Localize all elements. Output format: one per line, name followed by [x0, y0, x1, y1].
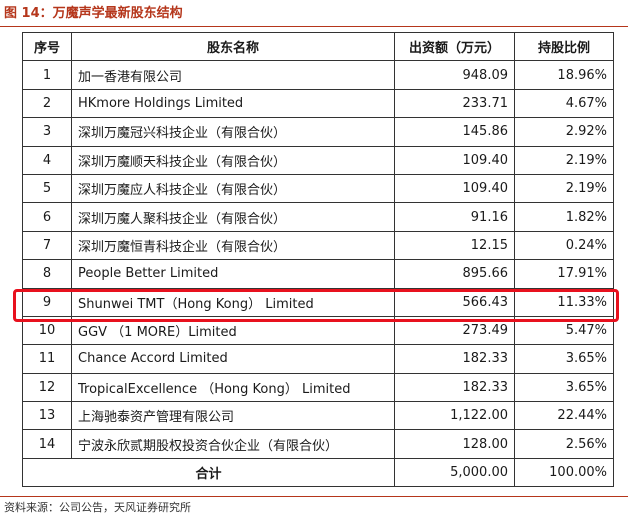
total-row: 合计 5,000.00 100.00%	[22, 457, 614, 488]
table-row: 5 深圳万魔应人科技企业（有限合伙） 109.40 2.19%	[22, 173, 614, 204]
row-pct: 2.19%	[514, 145, 614, 175]
row-no: 14	[22, 429, 72, 459]
table-row: 2 HKmore Holdings Limited 233.71 4.67%	[22, 88, 614, 119]
row-name: 上海驰泰资产管理有限公司	[71, 401, 395, 431]
row-amount: 233.71	[394, 88, 515, 119]
row-name: 加一香港有限公司	[71, 60, 395, 90]
table-row: 8 People Better Limited 895.66 17.91%	[22, 259, 614, 289]
row-amount: 145.86	[394, 117, 515, 147]
table-row: 1 加一香港有限公司 948.09 18.96%	[22, 60, 614, 90]
shareholder-table: 序号 股东名称 出资额（万元） 持股比例 1 加一香港有限公司 948.09 18.9…	[22, 31, 614, 488]
row-name: Chance Accord Limited	[71, 344, 395, 374]
row-pct: 0.24%	[514, 230, 614, 261]
header-pct: 持股比例	[514, 31, 614, 62]
row-no: 7	[22, 230, 72, 261]
total-amount: 5,000.00	[394, 457, 515, 488]
row-no: 6	[22, 202, 72, 232]
table-row: 14 宁波永欣贰期股权投资合伙企业（有限合伙） 128.00 2.56%	[22, 429, 614, 459]
header-amount: 出资额（万元）	[394, 31, 515, 62]
row-amount: 12.15	[394, 230, 515, 261]
table-row: 11 Chance Accord Limited 182.33 3.65%	[22, 344, 614, 374]
figure-title: 图 14：万魔声学最新股东结构	[4, 6, 183, 21]
row-amount: 109.40	[394, 173, 515, 204]
row-pct: 3.65%	[514, 372, 614, 403]
row-name: 宁波永欣贰期股权投资合伙企业（有限合伙）	[71, 429, 395, 459]
total-label: 合计	[22, 457, 395, 488]
row-amount: 182.33	[394, 344, 515, 374]
row-name: 深圳万魔恒青科技企业（有限合伙）	[71, 230, 395, 261]
row-no: 13	[22, 401, 72, 431]
table-row: 12 TropicalExcellence （Hong Kong） Limited…	[22, 372, 614, 403]
row-no: 5	[22, 173, 72, 204]
row-no: 1	[22, 60, 72, 90]
row-no: 9	[22, 287, 72, 317]
row-pct: 2.19%	[514, 173, 614, 204]
row-pct: 3.65%	[514, 344, 614, 374]
row-no: 11	[22, 344, 72, 374]
row-no: 4	[22, 145, 72, 175]
row-amount: 91.16	[394, 202, 515, 232]
row-no: 8	[22, 259, 72, 289]
row-pct: 1.82%	[514, 202, 614, 232]
row-no: 2	[22, 88, 72, 119]
row-pct: 17.91%	[514, 259, 614, 289]
row-amount: 182.33	[394, 372, 515, 403]
row-pct: 2.56%	[514, 429, 614, 459]
highlight-box	[13, 289, 619, 322]
row-no: 12	[22, 372, 72, 403]
row-pct: 2.92%	[514, 117, 614, 147]
row-amount: 895.66	[394, 259, 515, 289]
row-name: TropicalExcellence （Hong Kong） Limited	[71, 372, 395, 403]
row-amount: 948.09	[394, 60, 515, 90]
table-row: 13 上海驰泰资产管理有限公司 1,122.00 22.44%	[22, 401, 614, 431]
source-divider	[0, 496, 628, 497]
row-name: People Better Limited	[71, 259, 395, 289]
row-name: 深圳万魔顺天科技企业（有限合伙）	[71, 145, 395, 175]
table-row: 4 深圳万魔顺天科技企业（有限合伙） 109.40 2.19%	[22, 145, 614, 175]
header-name: 股东名称	[71, 31, 395, 62]
header-no: 序号	[22, 31, 72, 62]
table-row: 6 深圳万魔人聚科技企业（有限合伙） 91.16 1.82%	[22, 202, 614, 232]
table-header-row: 序号 股东名称 出资额（万元） 持股比例	[22, 31, 614, 62]
row-amount: 1,122.00	[394, 401, 515, 431]
table-row: 7 深圳万魔恒青科技企业（有限合伙） 12.15 0.24%	[22, 230, 614, 261]
row-name: 深圳万魔冠兴科技企业（有限合伙）	[71, 117, 395, 147]
row-name: 深圳万魔人聚科技企业（有限合伙）	[71, 202, 395, 232]
row-amount: 109.40	[394, 145, 515, 175]
row-amount: 128.00	[394, 429, 515, 459]
total-pct: 100.00%	[514, 457, 614, 488]
row-name: HKmore Holdings Limited	[71, 88, 395, 119]
row-no: 3	[22, 117, 72, 147]
row-pct: 4.67%	[514, 88, 614, 119]
row-pct: 22.44%	[514, 401, 614, 431]
table-row: 3 深圳万魔冠兴科技企业（有限合伙） 145.86 2.92%	[22, 117, 614, 147]
title-divider	[0, 26, 628, 27]
row-pct: 18.96%	[514, 60, 614, 90]
source-note: 资料来源：公司公告，天风证券研究所	[4, 501, 191, 514]
row-name: 深圳万魔应人科技企业（有限合伙）	[71, 173, 395, 204]
